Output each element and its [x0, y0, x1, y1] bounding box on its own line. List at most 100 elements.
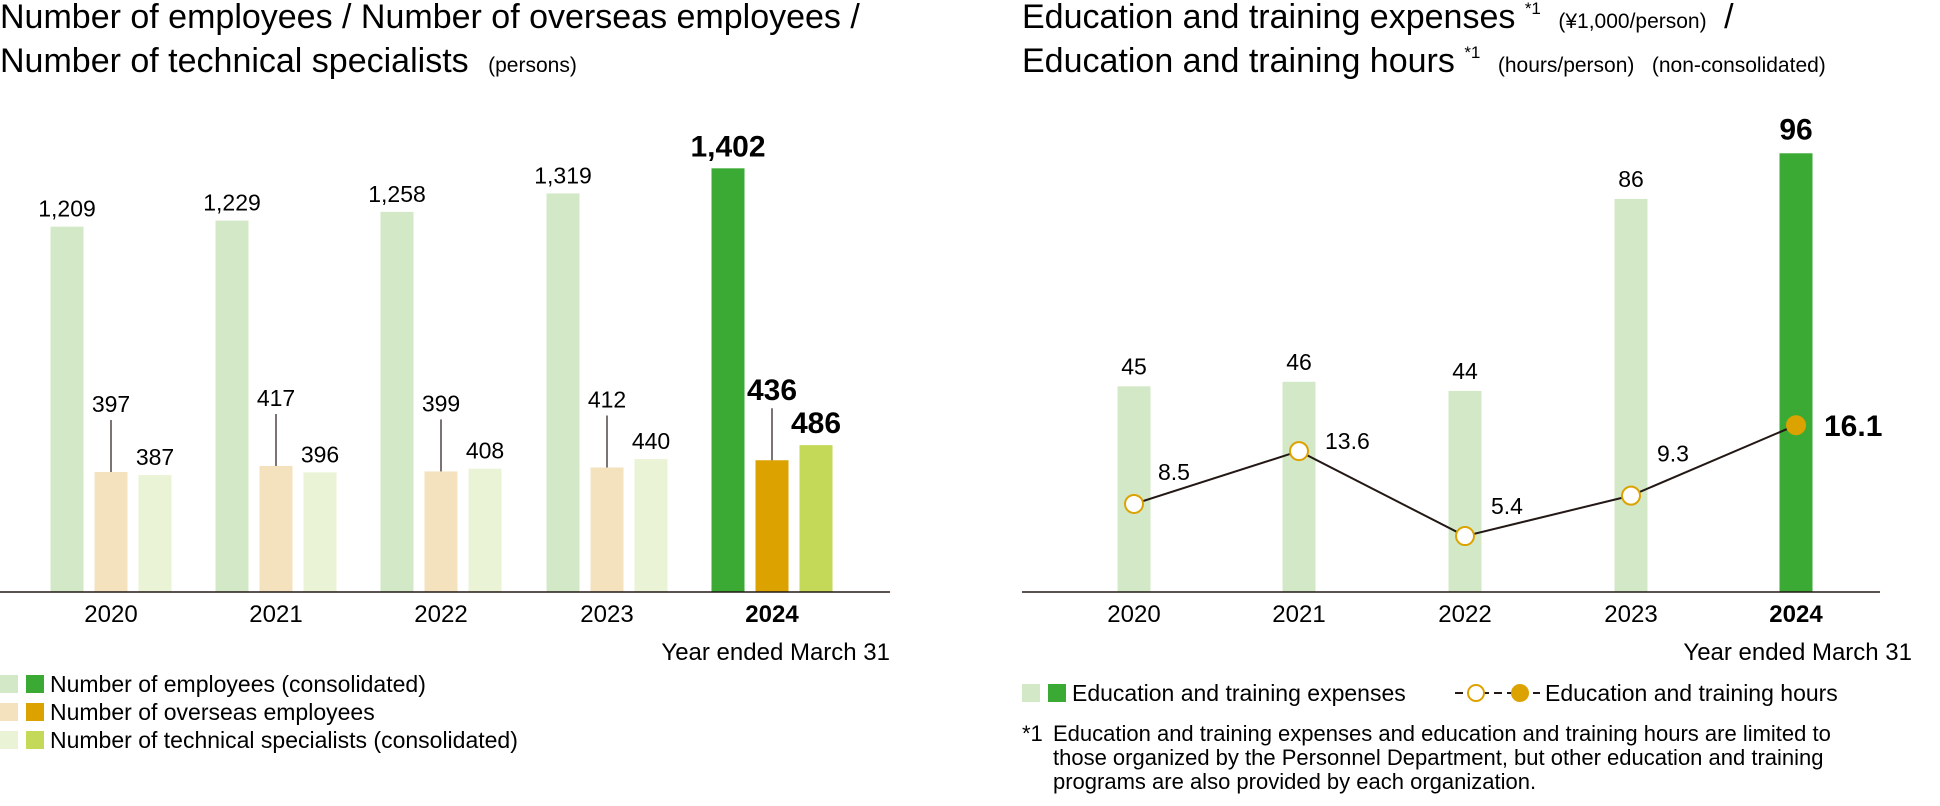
- point-hours-2020: [1124, 493, 1144, 514]
- value-label-hours-2020: 8.5: [1158, 459, 1190, 485]
- x-tick-label-right-2022: 2022: [1438, 601, 1491, 628]
- left-chart-title-line1: Number of employees / Number of overseas…: [0, 0, 860, 36]
- x-tick-label-right-2021: 2021: [1272, 601, 1325, 628]
- x-tick-label-2023: 2023: [580, 601, 633, 628]
- footnote-mark: *1: [1022, 721, 1043, 746]
- legend-swatch-employees-dark: [26, 675, 44, 693]
- bar-expenses-2023: [1614, 198, 1648, 593]
- bar-expenses-2020: [1117, 386, 1151, 592]
- left-chart-title-line2-text: Number of technical specialists: [0, 42, 469, 80]
- right-chart-title-unit1: (¥1,000/person): [1558, 10, 1706, 33]
- left-chart-plot: 1,209 397 387 2020 1,229 417 396 2021 1,258 39940…: [0, 130, 890, 628]
- legend-label-expenses: Education and training expenses: [1072, 680, 1406, 706]
- legend-swatch-technical-dark: [26, 731, 44, 749]
- value-label-overseas-2022: 399: [422, 390, 460, 416]
- right-chart-xlabel: Year ended March 31: [1683, 639, 1912, 666]
- legend-swatch-expenses-dark: [1048, 684, 1066, 702]
- value-label-hours-2024: 16.1: [1824, 410, 1882, 443]
- right-chart-title-line1: Education and training expenses *1 (¥1,0…: [1022, 0, 1734, 36]
- legend-swatch-technical-light: [0, 731, 18, 749]
- left-chart-title-line2: Number of technical specialists (persons…: [0, 42, 577, 80]
- x-tick-label-2021: 2021: [249, 601, 302, 628]
- bar-employees-2021: [215, 220, 249, 593]
- left-chart-xlabel: Year ended March 31: [661, 639, 890, 666]
- x-tick-label-2022: 2022: [414, 601, 467, 628]
- x-tick-label-2024: 2024: [745, 601, 799, 628]
- legend-label-technical: Number of technical specialists (consoli…: [50, 727, 518, 753]
- value-label-expenses-2020: 45: [1121, 353, 1147, 379]
- bar-overseas-2024: [755, 460, 789, 592]
- right-chart-footnote: *1 Education and training expenses and e…: [1022, 721, 1831, 794]
- bar-technical-2021: [303, 472, 337, 592]
- value-label-hours-2023: 9.3: [1657, 441, 1689, 467]
- value-label-employees-2021: 1,229: [203, 190, 261, 216]
- right-chart-title-separator: /: [1724, 0, 1734, 36]
- bar-expenses-2021: [1282, 381, 1316, 592]
- value-label-technical-2022: 408: [466, 438, 504, 464]
- value-label-overseas-2020: 397: [92, 391, 130, 417]
- footnote-line-1: Education and training expenses and educ…: [1053, 721, 1831, 746]
- bar-technical-2023: [634, 459, 668, 592]
- value-label-technical-2020: 387: [136, 444, 174, 470]
- right-chart-legend: Education and training expenses Educatio…: [1022, 680, 1838, 706]
- value-label-employees-2022: 1,258: [368, 181, 426, 207]
- value-label-expenses-2023: 86: [1618, 166, 1644, 192]
- legend-label-overseas: Number of overseas employees: [50, 699, 375, 725]
- value-label-employees-2023: 1,319: [534, 162, 592, 188]
- legend-label-employees: Number of employees (consolidated): [50, 671, 426, 697]
- point-hours-2023: [1621, 485, 1641, 506]
- point-hours-2024: [1786, 415, 1806, 436]
- value-label-employees-2024: 1,402: [690, 130, 765, 163]
- bar-employees-2024: [711, 168, 745, 592]
- bar-overseas-2023: [590, 467, 624, 592]
- legend-swatch-employees-light: [0, 675, 18, 693]
- x-tick-label-right-2024: 2024: [1769, 601, 1823, 628]
- left-chart-unit: (persons): [488, 54, 577, 77]
- right-chart-title-part1: Education and training expenses: [1022, 0, 1515, 36]
- value-label-technical-2023: 440: [632, 428, 670, 454]
- legend-label-hours: Education and training hours: [1545, 680, 1838, 706]
- right-chart-title-sup1: *1: [1525, 0, 1541, 18]
- legend-swatch-overseas-light: [0, 703, 18, 721]
- bar-overseas-2020: [94, 472, 128, 592]
- bar-employees-2020: [50, 226, 84, 592]
- bar-employees-2023: [546, 193, 580, 592]
- right-chart-title-part2: Education and training hours: [1022, 42, 1455, 80]
- right-chart-plot: 45 2020 46 2021 44 2022 86 2023 96 2024 8.5 13.6 5.4…: [1022, 113, 1882, 628]
- value-label-employees-2020: 1,209: [38, 196, 96, 222]
- value-label-expenses-2021: 46: [1286, 349, 1312, 375]
- right-chart-title-sup2: *1: [1464, 43, 1480, 62]
- legend-swatch-expenses-light: [1022, 684, 1040, 702]
- point-hours-2022: [1455, 526, 1475, 547]
- value-label-overseas-2023: 412: [588, 386, 626, 412]
- bar-technical-2020: [138, 475, 172, 592]
- value-label-hours-2021: 13.6: [1325, 428, 1370, 454]
- legend-marker-hours-open: [1467, 684, 1485, 702]
- bar-expenses-2024: [1779, 153, 1813, 592]
- legend-marker-hours-filled: [1511, 684, 1529, 702]
- value-label-overseas-2021: 417: [257, 385, 295, 411]
- bar-employees-2022: [380, 211, 414, 592]
- value-label-technical-2021: 396: [301, 441, 339, 467]
- left-chart-legend: Number of employees (consolidated) Numbe…: [0, 671, 518, 753]
- x-tick-label-right-2023: 2023: [1604, 601, 1657, 628]
- bar-expenses-2022: [1448, 390, 1482, 592]
- legend-swatch-overseas-dark: [26, 703, 44, 721]
- footnote-line-2: those organized by the Personnel Departm…: [1053, 745, 1824, 770]
- bar-overseas-2022: [424, 471, 458, 592]
- point-hours-2021: [1289, 441, 1309, 462]
- bar-overseas-2021: [259, 465, 293, 592]
- x-tick-label-2020: 2020: [84, 601, 137, 628]
- value-label-overseas-2024: 436: [747, 374, 797, 407]
- footnote-line-3: programs are also provided by each organ…: [1053, 769, 1536, 794]
- bar-technical-2024: [799, 445, 833, 592]
- x-tick-label-right-2020: 2020: [1107, 601, 1160, 628]
- bar-technical-2022: [468, 468, 502, 592]
- value-label-expenses-2024: 96: [1779, 113, 1812, 146]
- value-label-technical-2024: 486: [791, 407, 841, 440]
- value-label-hours-2022: 5.4: [1491, 493, 1523, 519]
- value-label-expenses-2022: 44: [1452, 358, 1478, 384]
- right-chart-title-unit2: (hours/person): [1498, 54, 1635, 77]
- right-chart-title-line2: Education and training hours *1 (hours/p…: [1022, 28, 1826, 80]
